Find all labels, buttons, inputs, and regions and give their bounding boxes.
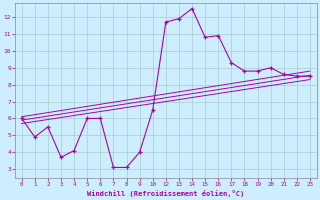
X-axis label: Windchill (Refroidissement éolien,°C): Windchill (Refroidissement éolien,°C) (87, 190, 244, 197)
